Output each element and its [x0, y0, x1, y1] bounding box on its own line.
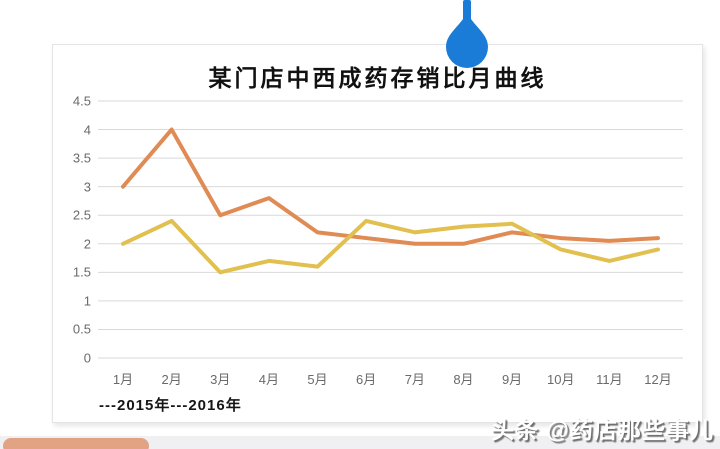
x-tick-label: 7月	[404, 372, 425, 387]
y-tick-label: 3	[83, 179, 91, 195]
x-tick-label: 8月	[453, 372, 474, 387]
x-tick-label: 3月	[210, 372, 231, 387]
x-tick-label: 2月	[161, 372, 182, 387]
series-line-2016年	[121, 218, 660, 275]
line-chart	[98, 100, 683, 359]
y-tick-label: 3.5	[72, 150, 91, 166]
y-tick-label: 2	[83, 236, 91, 252]
x-tick-label: 10月	[546, 372, 575, 387]
blue-drop-pin-icon[interactable]	[440, 0, 494, 72]
y-tick-label: 4	[83, 122, 91, 138]
series-line-2015年	[121, 127, 660, 246]
x-tick-label: 5月	[307, 372, 328, 387]
bottom-accent-bar	[3, 438, 149, 449]
y-tick-label: 2.5	[72, 207, 91, 223]
y-tick-label: 1	[83, 293, 91, 309]
chart-card: 某门店中西成药存销比月曲线 0 0.5 1 1.5 2 2.5 3 3.5 4 4.5 1月 2月 3…	[52, 44, 703, 423]
y-tick-label: 4.5	[72, 93, 91, 109]
x-tick-label: 1月	[112, 372, 134, 387]
x-tick-label: 4月	[258, 372, 280, 387]
chart-legend: ---2015年---2016年	[99, 397, 242, 414]
x-tick-label: 9月	[501, 372, 523, 387]
bottom-gray-band	[0, 436, 720, 449]
x-tick-label: 6月	[356, 372, 377, 387]
watermark-text: 头条 @药店那些事儿	[491, 417, 714, 443]
x-tick-label: 11月	[596, 372, 623, 387]
y-tick-label: 1.5	[72, 264, 91, 280]
x-tick-label: 12月	[644, 372, 672, 387]
y-tick-label: 0.5	[72, 321, 91, 337]
y-tick-label: 0	[83, 350, 91, 366]
chart-title: 某门店中西成药存销比月曲线	[208, 65, 547, 92]
